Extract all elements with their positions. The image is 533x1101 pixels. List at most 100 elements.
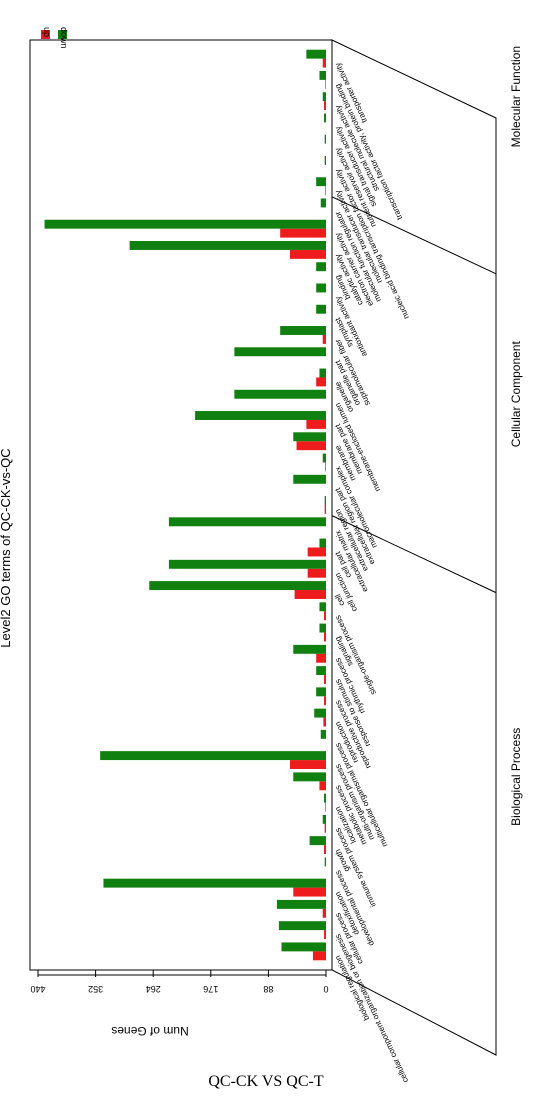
group-panel-frame [331, 39, 497, 1056]
plot-frame [29, 39, 333, 971]
legend-down-swatch [58, 30, 67, 39]
bar-up [280, 228, 326, 238]
bar-down [319, 368, 326, 378]
y-axis-ticks: 0 88 176 264 352 440 [30, 970, 329, 994]
bar-up [324, 675, 326, 684]
bar-down [293, 432, 326, 442]
bar-down [281, 942, 326, 952]
group-label: Molecular Function [509, 46, 523, 147]
y-tick-label: 0 [323, 984, 328, 994]
bar-up [322, 58, 326, 68]
bar-up [324, 632, 326, 642]
bar-up [325, 79, 326, 89]
bar-up [307, 568, 326, 578]
bar-down [322, 814, 326, 824]
bar-down [316, 177, 326, 187]
bar-down [293, 772, 326, 782]
legend-down-label: down [59, 27, 69, 49]
bar-down [322, 92, 326, 102]
bar-down [314, 708, 326, 718]
bar-up [325, 802, 326, 812]
bar-down [129, 241, 326, 250]
bar-up [322, 908, 326, 918]
bar-down [324, 793, 326, 803]
chart-title: Level2 GO terms of QC-CK-vs-QC [0, 448, 13, 647]
bar-up [325, 462, 326, 472]
bar-down [319, 538, 326, 548]
bar-up [306, 419, 326, 429]
legend: up down [41, 27, 69, 49]
bar-up [322, 334, 326, 344]
bar-down [319, 602, 326, 612]
bar-up [324, 696, 326, 706]
bar-down [168, 559, 326, 569]
bar-down [309, 836, 326, 846]
bar-down [316, 687, 326, 697]
bar-up [290, 760, 326, 769]
bar-down [316, 304, 326, 314]
bar-up [324, 930, 326, 940]
bar-up [307, 547, 326, 557]
bar-up [324, 611, 326, 621]
bar-down [316, 262, 326, 272]
bar-down [316, 666, 326, 676]
bar-down [324, 134, 326, 144]
bar-up [324, 101, 326, 111]
group-separator [331, 196, 497, 275]
bar-up [323, 717, 326, 727]
bar-down [276, 899, 326, 909]
bar-down [319, 623, 326, 633]
bars [44, 49, 326, 961]
bar-up [296, 441, 326, 451]
bar-up [325, 186, 326, 196]
bar-up [316, 653, 326, 663]
bar-up [316, 377, 326, 387]
bar-down [293, 474, 326, 484]
bar-down [103, 878, 326, 888]
group-separator [331, 515, 497, 594]
bar-down [324, 113, 326, 123]
bar-down [280, 326, 326, 335]
bar-down [278, 921, 326, 931]
bar-down [195, 411, 326, 420]
group-label: Cellular Component [509, 341, 523, 448]
y-tick-label: 264 [146, 984, 161, 994]
bar-up [290, 249, 326, 259]
bar-down [168, 517, 326, 527]
bar-up [324, 505, 326, 514]
bar-down [319, 70, 326, 80]
bar-up [324, 845, 326, 855]
bar-down [320, 729, 326, 739]
bar-down [306, 49, 326, 59]
bar-down [320, 198, 326, 208]
bar-up [293, 887, 326, 897]
y-tick-label: 88 [263, 984, 273, 994]
y-tick-label: 440 [30, 984, 45, 994]
bar-down [44, 219, 326, 229]
bar-down [316, 283, 326, 293]
bar-up [324, 823, 326, 833]
bar-down [234, 347, 326, 357]
bar-up [319, 781, 326, 791]
y-tick-label: 352 [88, 984, 103, 994]
bar-down [324, 155, 326, 165]
category-label: cellular component organization or bioge… [333, 933, 410, 1084]
bar-down [234, 389, 326, 399]
legend-up-swatch [41, 30, 50, 39]
group-label: Biological Process [509, 728, 523, 826]
group-panel: Biological Process Cellular Component Mole… [331, 39, 523, 1056]
y-tick-label: 176 [203, 984, 218, 994]
legend-up-label: up [42, 27, 52, 37]
figure-title: QC-CK VS QC-T [208, 1073, 324, 1090]
bar-down [322, 453, 326, 463]
bar-down [324, 857, 326, 867]
bar-up [312, 951, 326, 961]
bar-down [324, 496, 326, 505]
bar-down [149, 581, 326, 591]
y-axis-label: Num of Genes [111, 1024, 188, 1038]
bar-down [293, 644, 326, 654]
bar-up [294, 590, 326, 599]
bar-down [100, 751, 326, 761]
